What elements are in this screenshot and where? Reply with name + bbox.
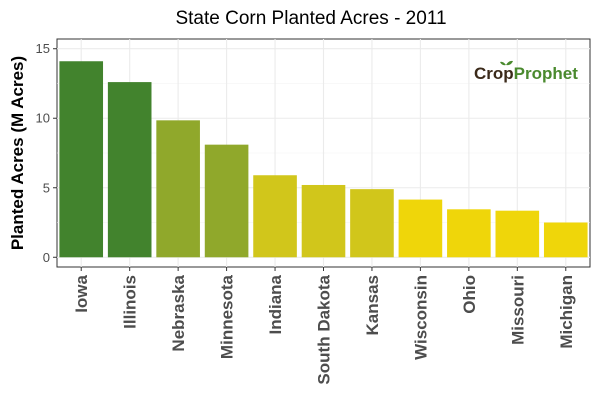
x-tick-label: Illinois bbox=[121, 275, 140, 329]
cropprophet-logo: CropProphet bbox=[474, 60, 578, 83]
x-tick-label: Wisconsin bbox=[411, 275, 430, 360]
y-tick-label: 0 bbox=[43, 250, 50, 265]
x-axis-ticks: Iowa Illinois Nebraska Minnesota Indiana Sout… bbox=[72, 267, 576, 385]
x-tick-label: Missouri bbox=[508, 275, 527, 345]
bar-kansas bbox=[350, 189, 394, 258]
bar-nebraska bbox=[156, 120, 200, 258]
y-axis-ticks: 0 5 10 15 bbox=[36, 41, 57, 265]
x-tick-label: Ohio bbox=[460, 275, 479, 314]
x-tick-label: Indiana bbox=[266, 274, 285, 334]
x-tick-label: Minnesota bbox=[218, 274, 237, 359]
chart-title: State Corn Planted Acres - 2011 bbox=[175, 8, 446, 29]
x-tick-label: South Dakota bbox=[315, 274, 334, 384]
sprout-icon bbox=[500, 60, 513, 66]
bar-michigan bbox=[543, 222, 588, 258]
bar-iowa bbox=[59, 61, 104, 258]
y-tick-label: 10 bbox=[36, 111, 50, 126]
logo-prophet-text: Prophet bbox=[514, 64, 579, 83]
bar-south-dakota bbox=[301, 184, 346, 258]
logo-text: CropProphet bbox=[474, 64, 578, 83]
bar-missouri bbox=[495, 210, 540, 258]
y-tick-label: 15 bbox=[36, 41, 50, 56]
logo-crop-text: Crop bbox=[474, 64, 514, 83]
x-tick-label: Nebraska bbox=[169, 274, 188, 351]
x-tick-label: Michigan bbox=[557, 275, 576, 349]
bar-indiana bbox=[253, 175, 297, 258]
bars bbox=[59, 61, 588, 258]
x-tick-label: Kansas bbox=[363, 275, 382, 335]
bar-ohio bbox=[447, 209, 491, 258]
x-tick-label: Iowa bbox=[72, 274, 91, 312]
bar-wisconsin bbox=[398, 199, 443, 258]
y-axis-label: Planted Acres (M Acres) bbox=[8, 56, 27, 250]
bar-minnesota bbox=[204, 144, 249, 258]
bar-illinois bbox=[107, 82, 152, 258]
y-tick-label: 5 bbox=[43, 180, 50, 195]
